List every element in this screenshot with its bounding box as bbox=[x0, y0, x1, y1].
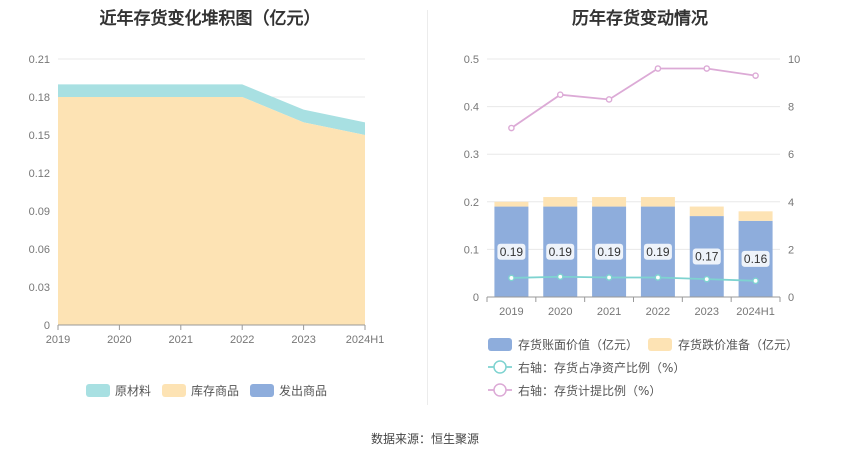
panel-divider bbox=[427, 10, 428, 405]
right-legend-label: 存货账面价值（亿元） bbox=[518, 337, 638, 352]
bar-value-label: 0.19 bbox=[549, 245, 573, 259]
net-asset-ratio-point bbox=[703, 275, 711, 283]
finished-goods-area bbox=[58, 97, 365, 325]
provision-ratio-point bbox=[556, 91, 564, 98]
right-y2-tick-label: 0 bbox=[788, 292, 794, 304]
right-x-tick-label: 2024H1 bbox=[736, 306, 775, 318]
reserve-bar bbox=[592, 197, 627, 207]
net-asset-ratio-point bbox=[556, 273, 564, 281]
right-x-tick-label: 2021 bbox=[597, 306, 621, 318]
left-x-tick-label: 2021 bbox=[169, 334, 193, 346]
right-x-tick-label: 2020 bbox=[548, 306, 572, 318]
right-y2-tick-label: 2 bbox=[788, 244, 794, 256]
left-legend-swatch bbox=[162, 384, 186, 397]
left-legend-label: 原材料 bbox=[115, 384, 151, 398]
left-y-tick-label: 0 bbox=[44, 320, 50, 332]
left-y-tick-label: 0.03 bbox=[29, 282, 50, 294]
provision-ratio-point bbox=[605, 96, 613, 103]
reserve-bar bbox=[689, 206, 724, 217]
right-y2-tick-label: 4 bbox=[788, 197, 794, 209]
bar-label-bg bbox=[546, 243, 575, 260]
left-x-tick-label: 2023 bbox=[291, 334, 315, 346]
right-y-tick-label: 0.2 bbox=[464, 197, 479, 209]
right-legend-swatch bbox=[648, 338, 672, 351]
net-asset-ratio-point bbox=[654, 274, 662, 281]
right-y-tick-label: 0.5 bbox=[464, 54, 479, 66]
right-y-tick-label: 0 bbox=[473, 292, 479, 304]
right-y-tick-label: 0.4 bbox=[464, 102, 479, 114]
right-y-tick-label: 0.1 bbox=[464, 244, 479, 256]
left-y-tick-label: 0.21 bbox=[29, 54, 50, 66]
bar-label-bg bbox=[692, 248, 721, 265]
data-source: 数据来源：恒生聚源 bbox=[370, 432, 479, 446]
net-asset-ratio-point bbox=[605, 274, 613, 281]
right-y2-tick-label: 8 bbox=[788, 102, 794, 114]
left-legend-label: 库存商品 bbox=[191, 383, 239, 398]
left-chart-title: 近年存货变化堆积图（亿元） bbox=[99, 9, 321, 29]
bar-value-label: 0.19 bbox=[597, 245, 621, 259]
provision-ratio-point bbox=[508, 124, 515, 132]
provision-ratio-line bbox=[510, 67, 756, 129]
net-asset-ratio-line bbox=[511, 275, 756, 282]
bar-label-bg bbox=[595, 243, 624, 260]
right-y2-tick-label: 6 bbox=[788, 149, 794, 161]
bar-value-label: 0.16 bbox=[744, 252, 768, 266]
left-legend-swatch bbox=[250, 384, 274, 397]
bar-value-label: 0.19 bbox=[500, 245, 524, 259]
right-legend-label: 右轴：存货占净资产比例（%） bbox=[518, 360, 685, 375]
left-y-tick-label: 0.12 bbox=[29, 168, 50, 180]
net-asset-ratio-point bbox=[508, 274, 515, 282]
left-legend-label: 发出商品 bbox=[279, 383, 327, 398]
right-x-tick-label: 2019 bbox=[499, 306, 523, 318]
right-x-tick-label: 2022 bbox=[646, 306, 670, 318]
right-legend-label: 存货跌价准备（亿元） bbox=[678, 337, 798, 352]
left-legend-swatch bbox=[86, 384, 110, 397]
bar-label-bg bbox=[497, 243, 526, 260]
left-x-tick-label: 2020 bbox=[107, 334, 131, 346]
right-x-tick-label: 2023 bbox=[695, 306, 719, 318]
reserve-bar bbox=[543, 197, 578, 207]
reserve-bar bbox=[494, 201, 529, 207]
left-y-tick-label: 0.18 bbox=[29, 92, 50, 104]
right-chart-title: 历年存货变动情况 bbox=[572, 9, 708, 29]
provision-ratio-point bbox=[654, 65, 662, 72]
bar-value-label: 0.17 bbox=[695, 250, 719, 264]
provision-ratio-point bbox=[703, 65, 711, 72]
left-x-tick-label: 2024H1 bbox=[346, 334, 385, 346]
right-y-tick-label: 0.3 bbox=[464, 149, 479, 161]
bar-value-label: 0.19 bbox=[646, 245, 670, 259]
left-y-tick-label: 0.15 bbox=[29, 130, 50, 142]
right-legend-swatch bbox=[488, 338, 512, 351]
bar-label-bg bbox=[643, 243, 672, 260]
right-y2-tick-label: 10 bbox=[788, 54, 800, 66]
right-legend-label: 右轴：存货计提比例（%） bbox=[518, 383, 661, 398]
left-y-tick-label: 0.09 bbox=[29, 206, 50, 218]
reserve-bar bbox=[640, 197, 675, 207]
right-legend-marker bbox=[493, 383, 507, 397]
net-asset-ratio-point bbox=[752, 277, 759, 285]
left-x-tick-label: 2019 bbox=[46, 334, 70, 346]
provision-ratio-point bbox=[752, 72, 759, 79]
bar-label-bg bbox=[741, 250, 770, 267]
reserve-bar bbox=[738, 211, 773, 221]
left-y-tick-label: 0.06 bbox=[29, 244, 50, 256]
left-x-tick-label: 2022 bbox=[230, 334, 254, 346]
right-legend-marker bbox=[493, 360, 507, 374]
